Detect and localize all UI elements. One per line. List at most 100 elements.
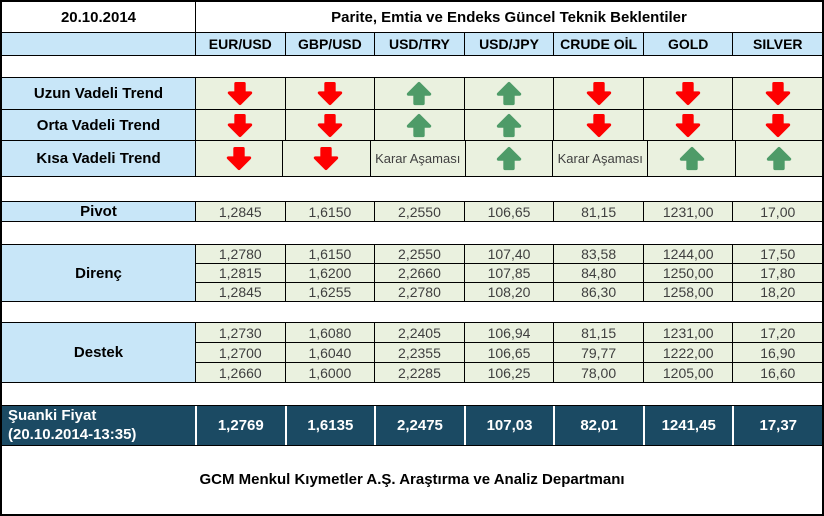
trend-cell xyxy=(195,141,283,176)
trend-cell xyxy=(284,110,375,140)
support-value: 1,2700 xyxy=(195,343,285,362)
pivot-value: 1,2845 xyxy=(195,202,285,221)
current-price-value: 2,2475 xyxy=(374,406,464,445)
report-date: 20.10.2014 xyxy=(60,8,137,26)
down-arrow-icon xyxy=(765,81,790,106)
down-arrow-icon xyxy=(586,113,611,137)
support-value: 1222,00 xyxy=(642,343,733,362)
support-label: Destek xyxy=(2,323,195,382)
resistance-value: 84,80 xyxy=(553,264,643,282)
trend-cell xyxy=(195,78,285,109)
support-value: 1,6080 xyxy=(284,323,375,342)
mid-term-trend-label: Orta Vadeli Trend xyxy=(2,110,195,140)
resistance-value: 1,2845 xyxy=(195,283,285,301)
short-term-trend-row: Kısa Vadeli Trend Karar Aşaması Karar Aş… xyxy=(2,140,822,176)
trend-cell xyxy=(553,110,643,140)
up-arrow-icon xyxy=(679,146,704,171)
trend-cell xyxy=(374,110,464,140)
resistance-value: 86,30 xyxy=(553,283,643,301)
support-row-1: 1,2730 1,6080 2,2405 106,94 81,15 1231,0… xyxy=(195,323,822,342)
support-row-3: 1,2660 1,6000 2,2285 106,25 78,00 1205,0… xyxy=(195,362,822,382)
column-header-crudeoil: CRUDE OİL xyxy=(553,33,643,55)
column-header-usdjpy: USD/JPY xyxy=(463,33,554,55)
support-value: 1,2730 xyxy=(195,323,285,342)
resistance-value: 107,40 xyxy=(463,245,554,263)
resistance-value: 108,20 xyxy=(463,283,554,301)
column-header-row: EUR/USD GBP/USD USD/TRY USD/JPY CRUDE Oİ… xyxy=(2,32,822,55)
trend-cell xyxy=(642,78,733,109)
up-arrow-icon xyxy=(766,146,792,171)
trend-cell xyxy=(732,110,822,140)
trend-cell: Karar Aşaması xyxy=(552,141,648,176)
resistance-row-1: 1,2780 1,6150 2,2550 107,40 83,58 1244,0… xyxy=(195,245,822,263)
short-term-trend-label: Kısa Vadeli Trend xyxy=(2,141,195,176)
trend-cell xyxy=(282,141,370,176)
support-value: 106,25 xyxy=(463,363,554,382)
up-arrow-icon xyxy=(496,81,522,106)
current-price-title: Şuanki Fiyat xyxy=(8,406,97,424)
long-term-trend-label: Uzun Vadeli Trend xyxy=(2,78,195,109)
column-header-gold: GOLD xyxy=(642,33,733,55)
support-value: 2,2285 xyxy=(374,363,464,382)
support-value: 1,6040 xyxy=(284,343,375,362)
resistance-value: 18,20 xyxy=(732,283,822,301)
title-row: 20.10.2014 Parite, Emtia ve Endeks Günce… xyxy=(2,2,822,32)
support-value: 78,00 xyxy=(553,363,643,382)
up-arrow-icon xyxy=(407,113,432,137)
current-price-value: 17,37 xyxy=(732,406,822,445)
support-value: 81,15 xyxy=(553,323,643,342)
current-price-value: 1241,45 xyxy=(642,406,733,445)
long-term-trend-row: Uzun Vadeli Trend xyxy=(2,77,822,109)
pivot-value: 2,2550 xyxy=(374,202,464,221)
resistance-value: 17,80 xyxy=(732,264,822,282)
footer-text: GCM Menkul Kıymetler A.Ş. Araştırma ve A… xyxy=(199,470,625,488)
trend-cell xyxy=(195,110,285,140)
down-arrow-icon xyxy=(675,81,701,106)
support-row-2: 1,2700 1,6040 2,2355 106,65 79,77 1222,0… xyxy=(195,342,822,362)
pivot-value: 17,00 xyxy=(732,202,822,221)
header-spacer xyxy=(2,33,195,55)
resistance-row-2: 1,2815 1,6200 2,2660 107,85 84,80 1250,0… xyxy=(195,263,822,282)
trend-cell xyxy=(464,141,553,176)
support-value: 16,60 xyxy=(732,363,822,382)
resistance-label: Direnç xyxy=(2,245,195,301)
support-value: 17,20 xyxy=(732,323,822,342)
support-value: 1231,00 xyxy=(642,323,733,342)
support-value: 2,2355 xyxy=(374,343,464,362)
page-title: Parite, Emtia ve Endeks Güncel Teknik Be… xyxy=(195,2,822,32)
resistance-value: 1,6255 xyxy=(284,283,375,301)
resistance-value: 107,85 xyxy=(463,264,554,282)
column-header-eurusd: EUR/USD xyxy=(195,33,285,55)
support-value: 2,2405 xyxy=(374,323,464,342)
trend-cell: Karar Aşaması xyxy=(369,141,465,176)
up-arrow-icon xyxy=(496,113,522,137)
trend-cell xyxy=(284,78,375,109)
resistance-value: 2,2660 xyxy=(374,264,464,282)
resistance-value: 2,2780 xyxy=(374,283,464,301)
down-arrow-icon xyxy=(226,146,252,171)
support-value: 106,65 xyxy=(463,343,554,362)
resistance-value: 1,6150 xyxy=(284,245,375,263)
pivot-value: 81,15 xyxy=(553,202,643,221)
up-arrow-icon xyxy=(496,146,522,171)
support-section: Destek 1,2730 1,6080 2,2405 106,94 81,15… xyxy=(2,322,822,382)
column-header-usdtry: USD/TRY xyxy=(374,33,464,55)
support-value: 106,94 xyxy=(463,323,554,342)
current-price-label: Şuanki Fiyat (20.10.2014-13:35) xyxy=(2,406,195,445)
spacer-row xyxy=(2,55,822,77)
trend-cell xyxy=(463,78,554,109)
down-arrow-icon xyxy=(765,113,790,137)
resistance-value: 1250,00 xyxy=(642,264,733,282)
current-price-timestamp: (20.10.2014-13:35) xyxy=(8,425,137,443)
column-header-gbpusd: GBP/USD xyxy=(284,33,375,55)
down-arrow-icon xyxy=(317,81,343,106)
mid-term-trend-row: Orta Vadeli Trend xyxy=(2,109,822,140)
pivot-value: 1231,00 xyxy=(642,202,733,221)
pivot-value: 1,6150 xyxy=(284,202,375,221)
support-value: 1,6000 xyxy=(284,363,375,382)
down-arrow-icon xyxy=(675,113,701,137)
trend-cell xyxy=(732,78,822,109)
current-price-value: 82,01 xyxy=(553,406,643,445)
support-value: 1205,00 xyxy=(642,363,733,382)
